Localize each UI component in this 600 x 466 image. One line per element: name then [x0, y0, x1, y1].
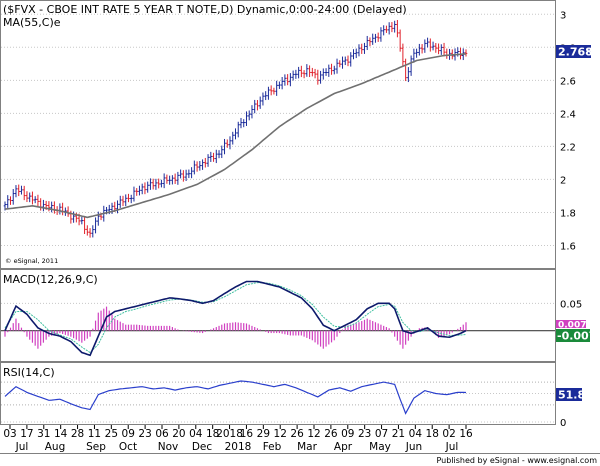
x-month-label: Jul: [445, 441, 459, 453]
x-day-label: 03: [3, 428, 16, 440]
x-day-label: 28: [71, 428, 84, 440]
x-day-label: 2018: [216, 428, 243, 440]
x-day-label: 26: [324, 428, 338, 440]
x-day-label: 12: [307, 428, 320, 440]
x-day-label: 09: [122, 428, 135, 440]
x-day-label: 31: [37, 428, 50, 440]
x-day-label: 25: [105, 428, 118, 440]
x-month-label: Dec: [192, 441, 213, 453]
macd-line: [4, 280, 467, 357]
price-last-value: 2.768: [558, 46, 593, 59]
x-month-label: Apr: [334, 441, 353, 453]
x-day-label: 18: [426, 428, 439, 440]
price-panel-frame: [0, 0, 556, 269]
x-day-label: 29: [257, 428, 270, 440]
x-month-label: Jul: [15, 441, 29, 453]
rsi-tick-label: 0: [560, 418, 566, 429]
x-day-label: 06: [155, 428, 169, 440]
x-day-label: 23: [358, 428, 371, 440]
macd-last-value-2: -0.007: [557, 330, 596, 343]
x-day-label: 09: [341, 428, 354, 440]
x-day-label: 17: [20, 428, 33, 440]
x-day-label: 07: [375, 428, 388, 440]
x-month-label: Sep: [86, 441, 106, 453]
x-day-label: 23: [138, 428, 151, 440]
macd-last-box-1: [556, 320, 586, 328]
macd-last-value-1: 0.007: [558, 321, 586, 331]
x-day-label: 26: [290, 428, 304, 440]
price-tick-label: 2.6: [560, 76, 576, 87]
x-day-label: 12: [274, 428, 287, 440]
macd-signal-line: [4, 282, 467, 354]
rsi-panel-frame: [0, 362, 556, 425]
x-day-label: 02: [442, 428, 455, 440]
x-day-label: 20: [172, 428, 185, 440]
x-day-label: 04: [409, 428, 423, 440]
rsi-last-box: [556, 388, 582, 401]
x-month-label: 2018: [225, 441, 252, 453]
copyright-text: © eSignal, 2011: [5, 257, 58, 265]
x-day-label: 18: [206, 428, 219, 440]
x-month-label: Mar: [297, 441, 317, 453]
x-month-label: Feb: [263, 441, 282, 453]
macd-panel-frame: [0, 269, 556, 362]
price-tick-label: 2: [560, 175, 566, 186]
ma-label: MA(55,C)e: [3, 16, 61, 29]
x-day-label: 14: [54, 428, 68, 440]
price-tick-label: 1.8: [560, 208, 576, 219]
macd-label: MACD(12,26,9,C): [3, 273, 98, 286]
x-day-label: 16: [240, 428, 254, 440]
rsi-line: [4, 380, 467, 415]
published-text: Published by eSignal - www.esignal.com: [436, 456, 597, 465]
macd-tick-label: 0.05: [560, 299, 582, 310]
price-tick-label: 3: [560, 10, 566, 21]
macd-last-box-2: [556, 329, 590, 342]
x-month-label: Oct: [119, 441, 137, 453]
x-day-label: 21: [392, 428, 405, 440]
ma-line: [4, 53, 467, 219]
x-day-label: 04: [189, 428, 203, 440]
price-last-box: [556, 45, 591, 58]
x-month-label: Aug: [45, 441, 66, 453]
x-day-label: 16: [459, 428, 473, 440]
x-month-label: Nov: [158, 441, 179, 453]
rsi-label: RSI(14,C): [3, 366, 55, 379]
x-month-label: Jun: [405, 441, 422, 453]
price-tick-label: 2.4: [560, 109, 576, 120]
x-month-label: May: [369, 441, 391, 453]
price-tick-label: 1.6: [560, 241, 576, 252]
x-day-label: 11: [88, 428, 101, 440]
rsi-last-value: 51.8: [558, 389, 585, 402]
price-last-suffix: 69: [586, 49, 596, 58]
chart-title: ($FVX - CBOE INT RATE 5 YEAR T NOTE,D) D…: [3, 3, 407, 16]
price-tick-label: 2.2: [560, 142, 576, 153]
